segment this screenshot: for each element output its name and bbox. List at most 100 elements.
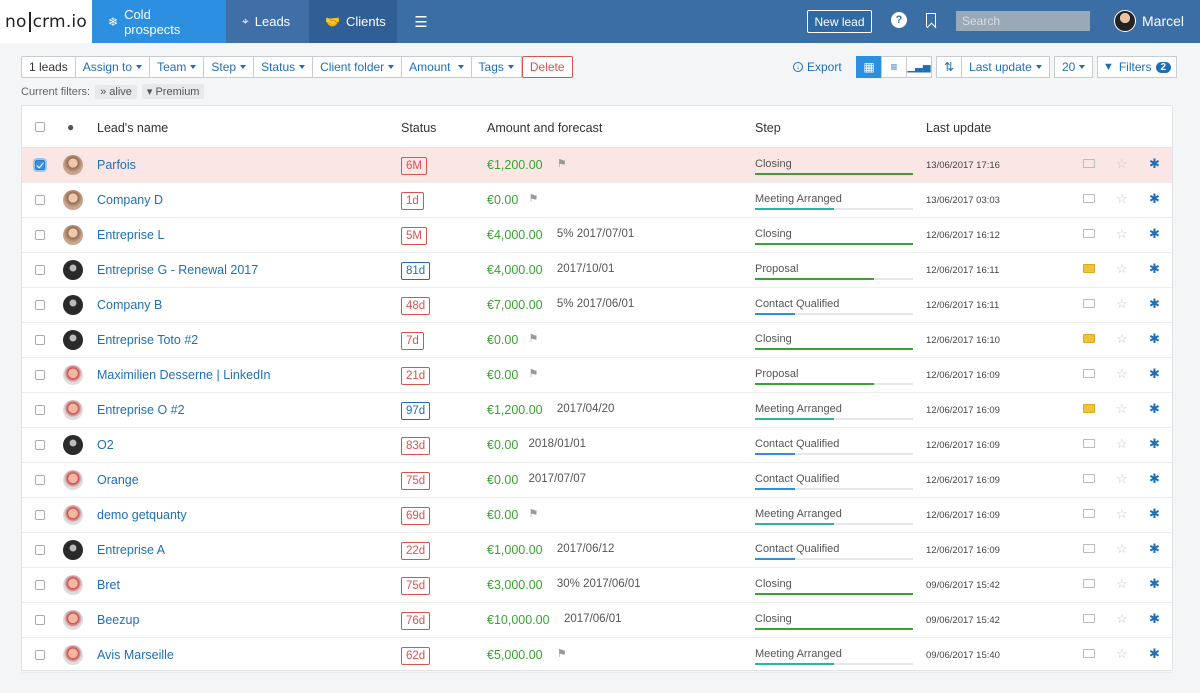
delete-button[interactable]: Delete: [521, 56, 573, 78]
table-row[interactable]: Entreprise L 5M €4,000.00 5% 2017/07/01 Clos…: [22, 218, 1172, 253]
star-icon[interactable]: ☆: [1116, 331, 1128, 346]
table-row[interactable]: demo getquanty 69d €0.00 ⚑ Meeting Arranged 1…: [22, 498, 1172, 533]
table-row[interactable]: Company B 48d €7,000.00 5% 2017/06/01 Contac…: [22, 288, 1172, 323]
folder-icon[interactable]: [1083, 579, 1095, 588]
gear-icon[interactable]: ✱: [1149, 156, 1160, 171]
header-step[interactable]: Step: [755, 121, 781, 135]
row-checkbox[interactable]: [35, 265, 45, 275]
row-checkbox[interactable]: [35, 195, 45, 205]
lead-name-link[interactable]: Maximilien Desserne | LinkedIn: [97, 368, 271, 382]
folder-icon[interactable]: [1083, 334, 1095, 343]
folder-icon[interactable]: [1083, 159, 1095, 168]
table-row[interactable]: Entreprise Toto #2 7d €0.00 ⚑ Closing 12/06/2…: [22, 323, 1172, 358]
list-view-icon[interactable]: ≡: [881, 56, 907, 78]
row-checkbox[interactable]: [35, 615, 45, 625]
tab-cold-prospects[interactable]: ❄ Cold prospects: [92, 0, 226, 43]
page-size-button[interactable]: 20: [1054, 56, 1094, 78]
sort-dropdown[interactable]: Last update: [961, 56, 1050, 78]
gear-icon[interactable]: ✱: [1149, 401, 1160, 416]
star-icon[interactable]: ☆: [1116, 611, 1128, 626]
row-checkbox[interactable]: [35, 580, 45, 590]
lead-name-link[interactable]: Parfois: [97, 158, 136, 172]
sort-direction-icon[interactable]: ⇅: [936, 56, 963, 78]
header-last-update[interactable]: Last update: [926, 121, 992, 135]
star-icon[interactable]: ☆: [1116, 366, 1128, 381]
gear-icon[interactable]: ✱: [1149, 191, 1160, 206]
user-avatar[interactable]: [1114, 10, 1136, 32]
gear-icon[interactable]: ✱: [1149, 611, 1160, 626]
row-checkbox[interactable]: [35, 405, 45, 415]
table-row[interactable]: Avis Marseille 62d €5,000.00 ⚑ Meeting Arran…: [22, 638, 1172, 673]
step-dropdown[interactable]: Step: [204, 56, 255, 78]
search-input[interactable]: [956, 11, 1090, 31]
lead-name-link[interactable]: Entreprise Toto #2: [97, 333, 199, 347]
lead-name-link[interactable]: Entreprise L: [97, 228, 165, 242]
lead-name-link[interactable]: Company B: [97, 298, 163, 312]
star-icon[interactable]: ☆: [1116, 401, 1128, 416]
table-row[interactable]: Entreprise O #2 97d €1,200.00 2017/04/20 Mee…: [22, 393, 1172, 428]
folder-icon[interactable]: [1083, 299, 1095, 308]
table-row[interactable]: Maximilien Desserne | LinkedIn 21d €0.00 ⚑ P…: [22, 358, 1172, 393]
folder-icon[interactable]: [1083, 649, 1095, 658]
table-row[interactable]: Bret 75d €3,000.00 30% 2017/06/01 Closing 09/…: [22, 568, 1172, 603]
star-icon[interactable]: ☆: [1116, 541, 1128, 556]
gear-icon[interactable]: ✱: [1149, 471, 1160, 486]
filter-chip-premium[interactable]: ▾ Premium: [141, 84, 205, 99]
select-all-checkbox[interactable]: [35, 122, 45, 132]
lead-name-link[interactable]: O2: [97, 438, 114, 452]
folder-icon[interactable]: [1083, 264, 1095, 273]
folder-icon[interactable]: [1083, 369, 1095, 378]
user-name[interactable]: Marcel: [1142, 13, 1185, 29]
header-status[interactable]: Status: [401, 121, 437, 135]
lead-name-link[interactable]: Entreprise G - Renewal 2017: [97, 263, 259, 277]
table-row[interactable]: Entreprise A 22d €1,000.00 2017/06/12 Contac…: [22, 533, 1172, 568]
status-dropdown[interactable]: Status: [254, 56, 314, 78]
gear-icon[interactable]: ✱: [1149, 366, 1160, 381]
lead-name-link[interactable]: demo getquanty: [97, 508, 187, 522]
tags-dropdown[interactable]: Tags: [471, 56, 522, 78]
star-icon[interactable]: ☆: [1116, 191, 1128, 206]
row-checkbox[interactable]: [35, 335, 45, 345]
folder-icon[interactable]: [1083, 544, 1095, 553]
app-logo[interactable]: no crm .io: [0, 0, 92, 43]
row-checkbox[interactable]: [35, 300, 45, 310]
lead-name-link[interactable]: Avis Marseille: [97, 648, 174, 662]
gear-icon[interactable]: ✱: [1149, 436, 1160, 451]
star-icon[interactable]: ☆: [1116, 436, 1128, 451]
row-checkbox[interactable]: [35, 545, 45, 555]
lead-name-link[interactable]: Company D: [97, 193, 163, 207]
star-icon[interactable]: ☆: [1116, 506, 1128, 521]
menu-button[interactable]: ☰: [397, 0, 445, 43]
gear-icon[interactable]: ✱: [1149, 576, 1160, 591]
star-icon[interactable]: ☆: [1116, 261, 1128, 276]
row-checkbox[interactable]: [35, 510, 45, 520]
tab-clients[interactable]: 🤝 Clients: [309, 0, 397, 43]
row-checkbox[interactable]: [35, 650, 45, 660]
client-folder-dropdown[interactable]: Client folder: [313, 56, 403, 78]
star-icon[interactable]: ☆: [1116, 296, 1128, 311]
table-row[interactable]: Beezup 76d €10,000.00 2017/06/01 Closing 09/0…: [22, 603, 1172, 638]
folder-icon[interactable]: [1083, 474, 1095, 483]
team-dropdown[interactable]: Team: [150, 56, 205, 78]
filters-button[interactable]: ▼ Filters 2: [1097, 56, 1177, 78]
star-icon[interactable]: ☆: [1116, 646, 1128, 661]
table-row[interactable]: Orange 75d €0.00 2017/07/07 Contact Qualifie…: [22, 463, 1172, 498]
table-row[interactable]: Parfois 6M €1,200.00 ⚑ Closing 13/06/2017 17:…: [22, 148, 1172, 183]
table-row[interactable]: O2 83d €0.00 2018/01/01 Contact Qualified 12/…: [22, 428, 1172, 463]
gear-icon[interactable]: ✱: [1149, 646, 1160, 661]
gear-icon[interactable]: ✱: [1149, 541, 1160, 556]
amount-dropdown[interactable]: Amount: [402, 56, 472, 78]
export-button[interactable]: ↓ Export: [793, 56, 842, 78]
table-row[interactable]: Entreprise G - Renewal 2017 81d €4,000.00 2…: [22, 253, 1172, 288]
page-size-dropdown[interactable]: 20: [1054, 56, 1094, 78]
bookmark-icon[interactable]: [926, 13, 936, 27]
grid-view-icon[interactable]: ▦: [856, 56, 882, 78]
lead-name-link[interactable]: Orange: [97, 473, 139, 487]
header-amount[interactable]: Amount and forecast: [487, 121, 603, 135]
folder-icon[interactable]: [1083, 194, 1095, 203]
lead-name-link[interactable]: Entreprise O #2: [97, 403, 185, 417]
new-lead-button[interactable]: New lead: [807, 10, 872, 33]
folder-icon[interactable]: [1083, 404, 1095, 413]
chart-view-icon[interactable]: ▁▃▅: [906, 56, 932, 78]
header-lead-name[interactable]: Lead's name: [97, 121, 169, 135]
